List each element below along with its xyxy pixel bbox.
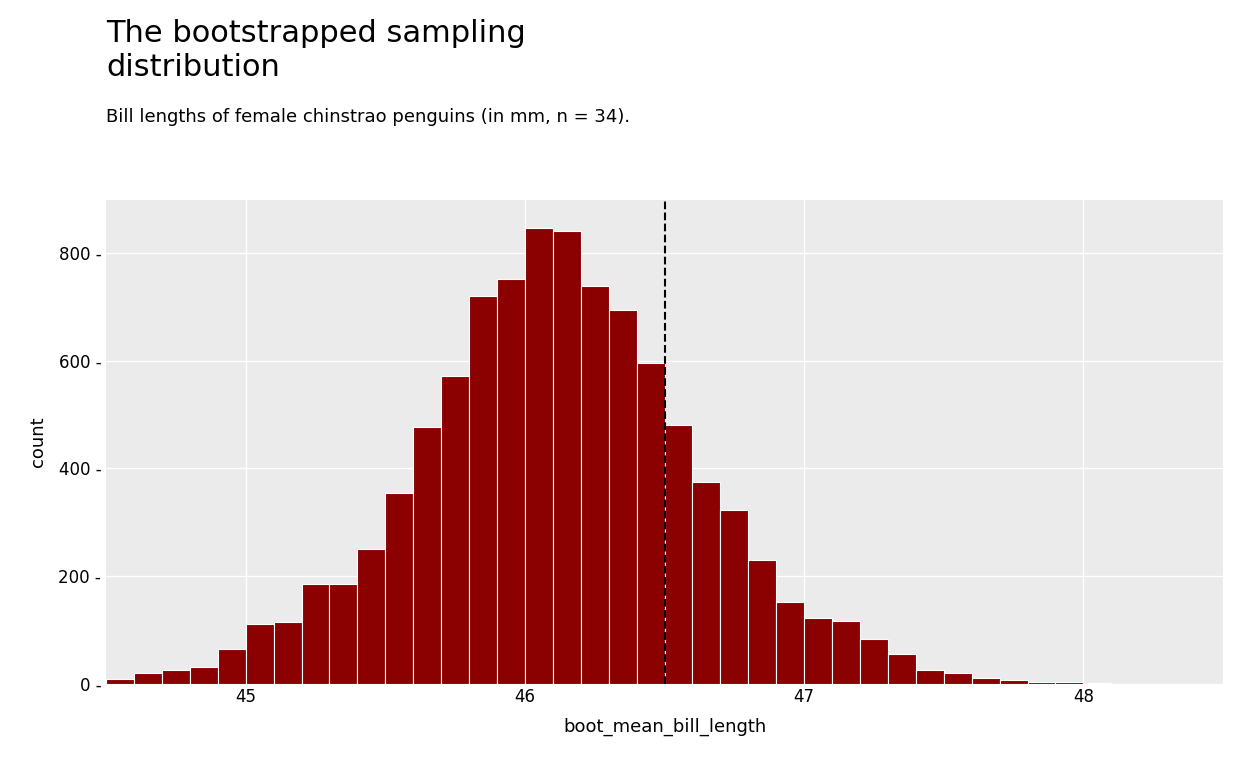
- Bar: [804, 618, 832, 684]
- Bar: [162, 670, 190, 684]
- Bar: [190, 667, 217, 684]
- Bar: [664, 425, 693, 684]
- Bar: [273, 622, 302, 684]
- Bar: [329, 584, 357, 684]
- Bar: [636, 362, 665, 684]
- Bar: [469, 296, 497, 684]
- Y-axis label: count: count: [30, 416, 47, 467]
- Bar: [720, 510, 749, 684]
- Bar: [302, 584, 329, 684]
- Bar: [553, 231, 580, 684]
- Bar: [497, 280, 525, 684]
- Bar: [916, 670, 943, 684]
- Text: Bill lengths of female chinstrao penguins (in mm, n = 34).: Bill lengths of female chinstrao penguin…: [106, 108, 630, 125]
- Text: The bootstrapped sampling
distribution: The bootstrapped sampling distribution: [106, 19, 525, 82]
- Bar: [887, 654, 916, 684]
- X-axis label: boot_mean_bill_length: boot_mean_bill_length: [563, 717, 766, 736]
- Bar: [1056, 683, 1083, 684]
- Bar: [749, 560, 776, 684]
- Bar: [357, 549, 386, 684]
- Bar: [217, 648, 246, 684]
- Bar: [106, 679, 134, 684]
- Bar: [1027, 682, 1056, 684]
- Bar: [943, 673, 972, 684]
- Bar: [609, 310, 636, 684]
- Bar: [580, 286, 609, 684]
- Bar: [776, 602, 804, 684]
- Bar: [525, 227, 553, 684]
- Bar: [413, 426, 442, 684]
- Bar: [693, 482, 720, 684]
- Bar: [386, 493, 413, 684]
- Bar: [832, 621, 860, 684]
- Bar: [134, 673, 162, 684]
- Bar: [442, 376, 469, 684]
- Bar: [1000, 680, 1027, 684]
- Bar: [860, 640, 889, 684]
- Bar: [972, 678, 1000, 684]
- Bar: [246, 624, 273, 684]
